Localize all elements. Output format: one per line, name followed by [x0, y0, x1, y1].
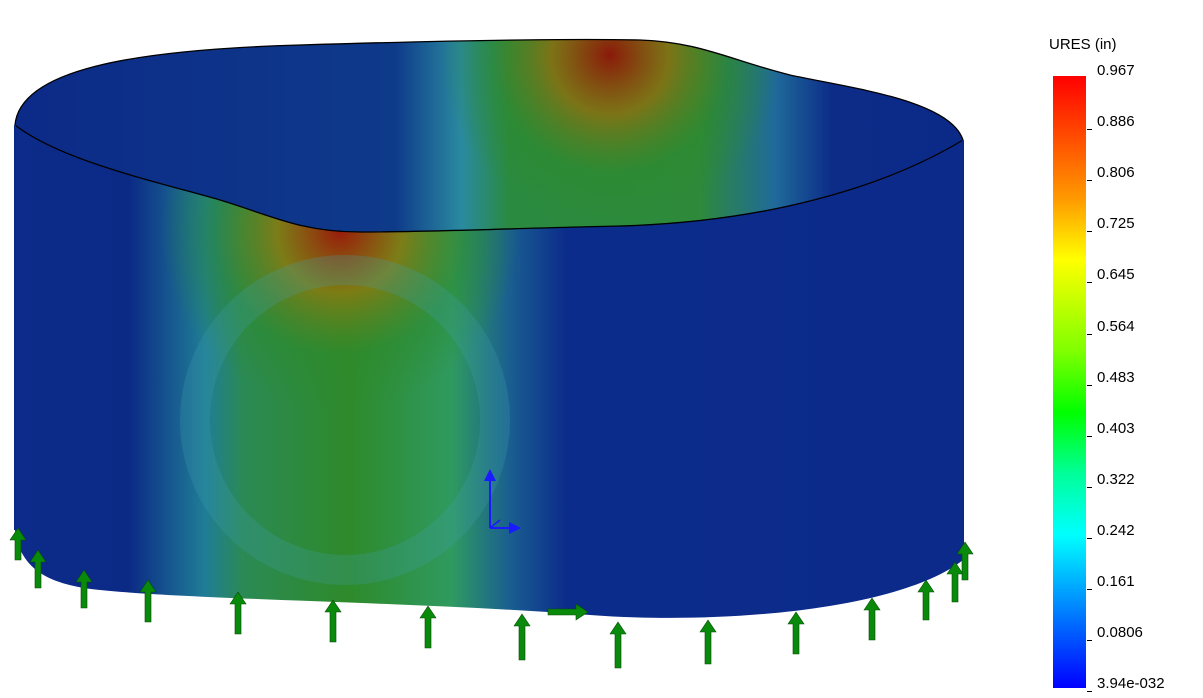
fixture-arrow-icon [29, 549, 47, 589]
legend-tick [1087, 640, 1092, 642]
fixture-arrow-icon [956, 541, 974, 581]
legend-color-bar [1053, 76, 1086, 688]
fixture-arrow-icon [917, 579, 935, 621]
legend-tick [1087, 435, 1092, 437]
legend-value-label: 0.645 [1097, 266, 1135, 284]
fixture-arrow-icon [863, 597, 881, 641]
fixture-arrows [9, 527, 974, 669]
legend-tick [1087, 486, 1092, 488]
legend-value-label: 0.242 [1097, 521, 1135, 539]
fixture-arrow-icon [787, 611, 805, 655]
legend-value-label: 0.806 [1097, 164, 1135, 182]
fixture-arrow-icon [547, 603, 589, 621]
fixture-arrow-icon [75, 569, 93, 609]
fixture-arrow-icon [419, 605, 437, 649]
legend-value-label: 0.403 [1097, 419, 1135, 437]
legend-tick [1087, 384, 1092, 386]
legend-tick [1087, 589, 1092, 590]
legend-value-label: 0.0806 [1097, 624, 1143, 642]
coordinate-triad-icon [484, 469, 521, 534]
legend-tick [1087, 333, 1092, 335]
fixture-arrow-icon [946, 561, 964, 603]
legend-value-label: 0.483 [1097, 368, 1135, 386]
legend-value-label: 0.725 [1097, 215, 1135, 233]
fixture-arrow-icon [609, 621, 627, 669]
legend-title: URES (in) [1049, 36, 1117, 53]
fixture-arrow-icon [513, 613, 531, 661]
top-rim-outline [14, 38, 964, 141]
legend-tick [1087, 129, 1092, 131]
legend-value-label: 0.161 [1097, 573, 1135, 590]
legend-value-label: 0.322 [1097, 470, 1135, 488]
fixture-arrow-icon [699, 619, 717, 665]
fixture-arrow-icon [324, 599, 342, 643]
legend-value-label: 0.886 [1097, 113, 1135, 131]
legend-tick [1087, 231, 1092, 233]
legend-value-label: 3.94e-032 [1097, 675, 1165, 693]
legend-value-label: 0.564 [1097, 317, 1135, 335]
legend-tick [1087, 282, 1092, 284]
legend-value-label: 0.967 [1097, 62, 1135, 79]
legend-tick [1087, 537, 1092, 539]
fixture-arrow-icon [139, 579, 157, 623]
legend-tick [1087, 691, 1092, 693]
fixture-arrow-icon [9, 527, 27, 561]
front-rim-outline [14, 124, 964, 233]
fixture-arrow-icon [229, 591, 247, 635]
legend-tick [1087, 180, 1092, 182]
